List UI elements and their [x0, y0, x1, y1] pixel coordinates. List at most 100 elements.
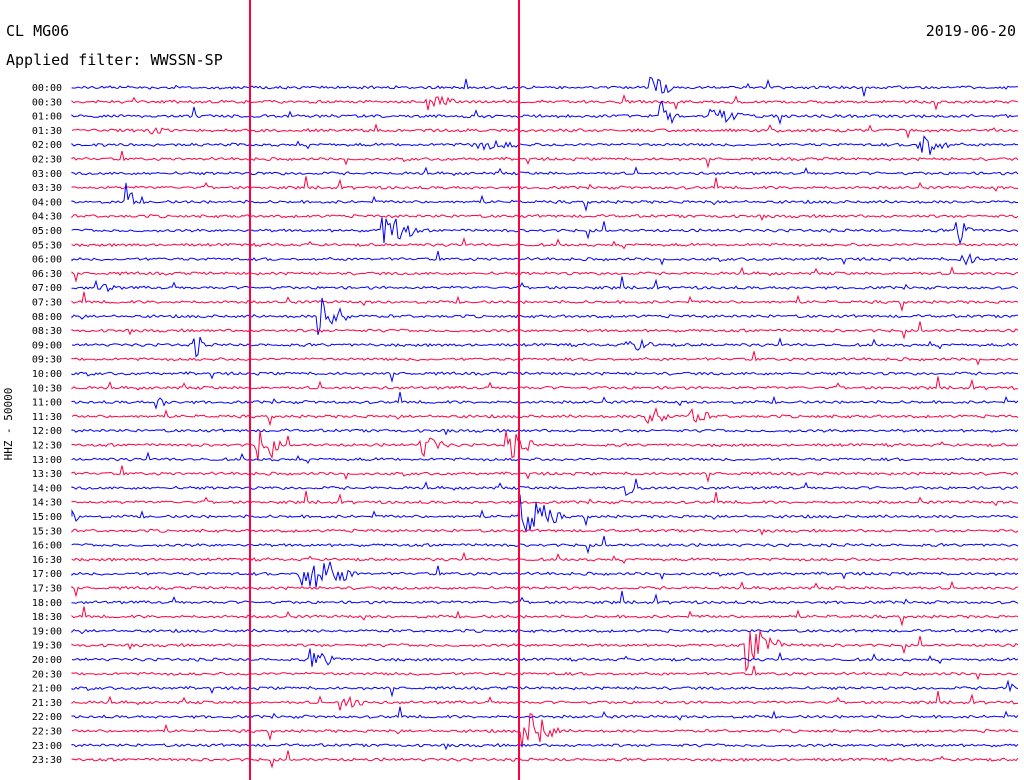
trace-row — [71, 250, 1019, 266]
row-time-label: 04:30 — [32, 212, 62, 223]
trace-row — [71, 528, 1019, 536]
row-time-label: 03:30 — [32, 183, 62, 194]
trace-row — [71, 135, 1019, 155]
trace-row — [71, 742, 1019, 751]
trace-row — [71, 494, 1019, 532]
trace-row — [71, 706, 1019, 721]
trace-row — [71, 321, 1019, 340]
row-time-label: 07:30 — [32, 298, 62, 309]
trace-row — [71, 336, 1019, 358]
row-time-label: 10:00 — [32, 369, 62, 380]
trace-row — [71, 561, 1019, 588]
trace-row — [71, 551, 1019, 565]
trace-row — [71, 93, 1019, 111]
trace-row — [71, 750, 1019, 769]
trace-row — [71, 535, 1019, 555]
row-time-label: 00:30 — [32, 97, 62, 108]
trace-row — [71, 580, 1019, 598]
trace-row — [71, 391, 1019, 410]
row-time-label: 13:30 — [32, 469, 62, 480]
row-time-label: 11:00 — [32, 398, 62, 409]
row-time-label: 21:00 — [32, 684, 62, 695]
row-time-label: 15:00 — [32, 512, 62, 523]
trace-row — [71, 150, 1019, 169]
trace-row — [71, 297, 1018, 336]
row-time-label: 08:30 — [32, 326, 62, 337]
station-title: CL MG06 — [6, 22, 70, 40]
trace-row — [71, 713, 1019, 748]
row-time-label: 16:30 — [32, 555, 62, 566]
trace-row — [71, 490, 1019, 507]
trace-row — [71, 176, 1019, 192]
trace-row — [71, 76, 1018, 97]
row-time-label: 03:00 — [32, 169, 62, 180]
row-time-label: 18:00 — [32, 598, 62, 609]
row-time-label: 06:00 — [32, 255, 62, 266]
row-time-label: 23:00 — [32, 741, 62, 752]
row-time-label: 07:00 — [32, 283, 62, 294]
trace-row — [71, 100, 1019, 125]
row-time-label: 23:30 — [32, 755, 62, 766]
trace-row — [71, 276, 1019, 293]
row-time-label: 01:00 — [32, 112, 62, 123]
trace-row — [71, 465, 1019, 484]
trace-row — [71, 182, 1019, 213]
trace-row — [71, 351, 1019, 366]
trace-row — [71, 630, 1019, 673]
row-time-label: 06:30 — [32, 269, 62, 280]
trace-row — [71, 451, 1019, 464]
row-time-label: 13:00 — [32, 455, 62, 466]
trace-row — [71, 406, 1019, 427]
row-time-label: 22:00 — [32, 712, 62, 723]
row-time-label: 18:30 — [32, 612, 62, 623]
row-time-label: 22:30 — [32, 727, 62, 738]
row-time-label: 09:30 — [32, 355, 62, 366]
row-time-label: 12:30 — [32, 441, 62, 452]
row-time-label: 21:30 — [32, 698, 62, 709]
trace-row — [71, 590, 1019, 605]
trace-row — [71, 236, 1019, 250]
row-time-label: 08:00 — [32, 312, 62, 323]
row-time-label: 05:00 — [32, 226, 62, 237]
trace-row — [71, 371, 1019, 384]
row-time-label: 11:30 — [32, 412, 62, 423]
row-time-label: 01:30 — [32, 126, 62, 137]
row-time-label: 19:00 — [32, 626, 62, 637]
row-time-label: 12:00 — [32, 426, 62, 437]
row-time-label: 05:30 — [32, 240, 62, 251]
trace-row — [71, 478, 1019, 496]
row-time-label: 14:00 — [32, 483, 62, 494]
trace-row — [71, 679, 1019, 698]
trace-row — [71, 665, 1019, 681]
trace-row — [71, 430, 1019, 461]
trace-row — [71, 428, 1019, 436]
row-time-label: 00:00 — [32, 83, 62, 94]
row-time-label: 20:00 — [32, 655, 62, 666]
row-time-label: 09:00 — [32, 340, 62, 351]
row-time-label: 14:30 — [32, 498, 62, 509]
trace-row — [71, 376, 1018, 391]
trace-row — [71, 606, 1019, 627]
row-time-label: 04:00 — [32, 197, 62, 208]
row-time-label: 17:00 — [32, 569, 62, 580]
row-time-label: 10:30 — [32, 383, 62, 394]
row-time-label: 15:30 — [32, 526, 62, 537]
trace-row — [71, 648, 1019, 667]
row-time-label: 19:30 — [32, 641, 62, 652]
trace-row — [71, 217, 1019, 245]
row-time-label: 16:00 — [32, 541, 62, 552]
trace-row — [71, 166, 1019, 177]
trace-row — [71, 628, 1018, 635]
trace-row — [71, 691, 1018, 711]
trace-row — [71, 123, 1019, 140]
trace-row — [71, 291, 1019, 313]
trace-row — [71, 266, 1019, 283]
date-label: 2019-06-20 — [925, 22, 1016, 40]
filter-label: Applied filter: WWSSN-SP — [6, 51, 223, 69]
row-time-label: 02:30 — [32, 155, 62, 166]
row-time-label: 17:30 — [32, 584, 62, 595]
row-time-label: 02:00 — [32, 140, 62, 151]
trace-row — [71, 213, 1019, 222]
